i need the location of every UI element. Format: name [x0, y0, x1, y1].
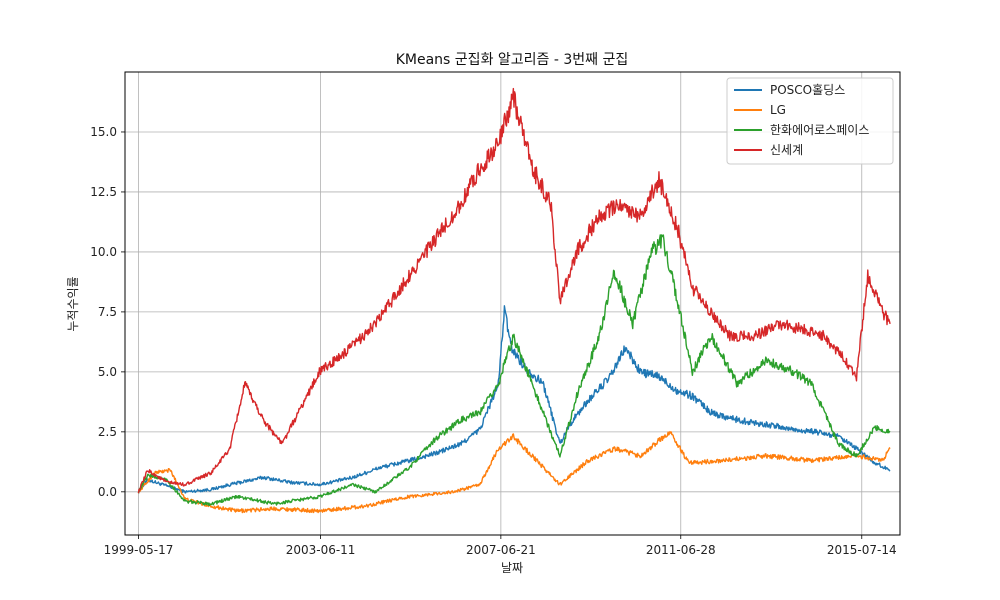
legend-label: LG: [770, 103, 786, 117]
y-tick-label: 5.0: [98, 365, 117, 379]
y-tick-label: 0.0: [98, 485, 117, 499]
y-tick-label: 15.0: [90, 125, 117, 139]
y-tick-label: 2.5: [98, 425, 117, 439]
tick-layer: 1999-05-17 2003-06-11 2007-06-21 2011-06-28…: [90, 125, 896, 557]
y-tick-label: 10.0: [90, 245, 117, 259]
y-axis-title: 누적수익률: [66, 276, 80, 331]
series-line-1: [137, 305, 891, 494]
legend-label: POSCO홀딩스: [770, 83, 845, 97]
chart-title: KMeans 군집화 알고리즘 - 3번째 군집: [396, 52, 629, 68]
legend-label: 신세계: [770, 143, 803, 157]
x-tick-label: 2003-06-11: [286, 543, 356, 557]
x-tick-label: 2015-07-14: [827, 543, 897, 557]
series-line-2: [137, 430, 891, 514]
x-tick-label: 1999-05-17: [104, 543, 174, 557]
legend-box: [726, 77, 894, 165]
series-line-3: [137, 234, 891, 507]
grid-layer: [125, 72, 900, 535]
y-tick-label: 12.5: [90, 185, 117, 199]
series-layer: [137, 87, 891, 514]
plot-frame: [124, 71, 901, 536]
x-axis-title: 날짜: [501, 561, 523, 575]
series-line-4: [137, 87, 891, 494]
x-tick-label: 2007-06-21: [466, 543, 536, 557]
legend-label: 한화에어로스페이스: [770, 123, 869, 137]
x-tick-label: 2011-06-28: [646, 543, 716, 557]
y-tick-label: 7.5: [98, 305, 117, 319]
